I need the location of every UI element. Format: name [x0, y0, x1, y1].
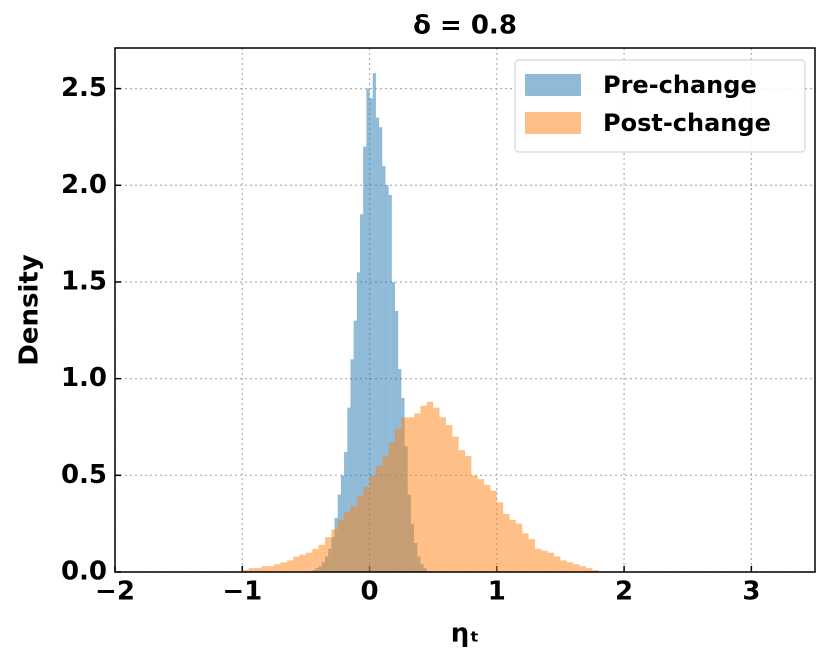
- histogram-bar: [391, 281, 395, 572]
- legend-swatch: [525, 74, 581, 96]
- histogram-bar: [452, 436, 459, 572]
- histogram-bar: [522, 533, 529, 572]
- histogram-bar: [573, 564, 580, 572]
- histogram-bar: [274, 564, 281, 572]
- histogram-bar: [325, 537, 332, 572]
- histogram-bar: [382, 165, 386, 572]
- histogram-bar: [560, 560, 567, 572]
- histogram-bar: [372, 73, 376, 572]
- histogram-bar: [366, 88, 370, 572]
- x-tick-label: −2: [95, 577, 135, 607]
- histogram-bar: [369, 475, 376, 572]
- histogram-bar: [261, 566, 268, 572]
- histogram-bar: [363, 486, 370, 572]
- histogram-bar: [426, 401, 434, 572]
- plot-frame: [114, 47, 816, 573]
- legend-swatch: [525, 112, 581, 134]
- histogram-bar: [293, 556, 300, 572]
- histogram-bar: [331, 529, 338, 572]
- histogram-bar: [255, 568, 262, 572]
- y-tick-label: 0.5: [61, 460, 107, 490]
- legend-label: Pre-change: [603, 71, 757, 99]
- histogram-bar: [347, 407, 351, 572]
- histogram-bar: [585, 568, 593, 572]
- histogram-bar: [445, 425, 453, 572]
- histogram-bar: [592, 570, 599, 572]
- histogram-bar: [242, 570, 249, 572]
- histogram-bar: [465, 455, 472, 572]
- histogram-bar: [509, 519, 516, 572]
- histogram-bar: [369, 98, 373, 572]
- histogram-bar: [280, 562, 287, 572]
- histogram-bar: [350, 506, 357, 572]
- histogram-bar: [541, 550, 548, 572]
- histogram-bar: [484, 484, 491, 572]
- x-axis-label: ηₜ: [451, 619, 480, 649]
- histogram-bar: [420, 405, 427, 572]
- histogram-bar: [458, 450, 465, 572]
- histogram-bar: [535, 548, 542, 572]
- histogram-bar: [388, 194, 392, 572]
- histogram-bar: [382, 455, 389, 572]
- histogram-bar: [375, 117, 380, 572]
- histogram-bar: [363, 146, 367, 572]
- histogram-bar: [248, 568, 255, 572]
- y-tick-label: 0.0: [61, 557, 107, 587]
- histogram-bar: [528, 539, 535, 572]
- histogram-bar: [490, 490, 497, 572]
- histogram-bar: [318, 544, 325, 572]
- y-tick-label: 1.0: [61, 363, 107, 393]
- histogram-bar: [312, 548, 319, 572]
- histogram-bar: [496, 502, 504, 572]
- x-tick-label: 2: [615, 577, 633, 607]
- y-tick-label: 1.5: [61, 266, 107, 296]
- histogram-bar: [407, 417, 415, 572]
- y-tick-label: 2.0: [61, 170, 107, 200]
- histogram-bar: [554, 556, 561, 572]
- legend-box: [514, 59, 806, 153]
- histogram-bar: [515, 523, 523, 572]
- x-tick-label: 0: [360, 577, 378, 607]
- x-tick-label: −1: [222, 577, 262, 607]
- legend-label: Post-change: [603, 109, 771, 137]
- histogram-bar: [356, 272, 360, 572]
- histogram-bar: [439, 417, 446, 572]
- histogram-bar: [356, 496, 364, 572]
- histogram-bar: [379, 127, 383, 572]
- histogram-bar: [547, 552, 555, 572]
- histogram-bar: [344, 512, 351, 572]
- histogram-bar: [433, 407, 440, 572]
- histogram-bar: [353, 320, 357, 572]
- histogram-bar: [305, 552, 313, 572]
- histogram-bar: [267, 566, 275, 572]
- histogram-bar: [401, 417, 408, 572]
- histogram-bar: [375, 465, 383, 572]
- y-axis-label: Density: [15, 254, 45, 366]
- histogram-bar: [299, 554, 306, 572]
- y-tick-label: 2.5: [61, 73, 107, 103]
- histogram-bar: [388, 442, 395, 572]
- histogram-bar: [503, 513, 510, 572]
- histogram-bar: [471, 475, 478, 572]
- histogram-bar: [286, 560, 294, 572]
- histogram-bar: [350, 359, 354, 572]
- x-tick-label: 3: [742, 577, 760, 607]
- x-tick-label: 1: [488, 577, 506, 607]
- histogram-bar: [337, 519, 345, 572]
- histogram-bar: [566, 562, 574, 572]
- histogram-bar: [477, 479, 485, 572]
- histogram-bar: [579, 566, 586, 572]
- histogram-bar: [360, 214, 364, 572]
- histogram-bar: [385, 185, 389, 573]
- chart-title: δ = 0.8: [413, 11, 517, 41]
- histogram-bar: [395, 428, 402, 572]
- histogram-bar: [414, 413, 421, 572]
